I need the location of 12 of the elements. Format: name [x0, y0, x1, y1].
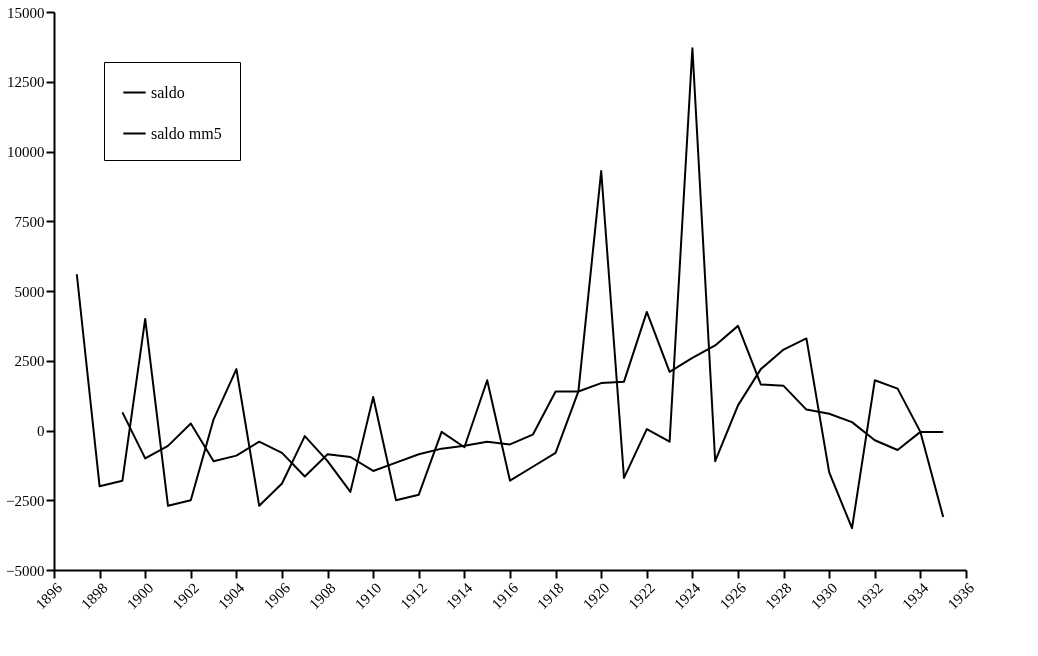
legend-label: saldo: [151, 83, 185, 101]
y-tick-label: −5000: [6, 562, 45, 579]
y-tick-label: 2500: [14, 353, 45, 370]
y-tick-label: −2500: [6, 492, 45, 509]
y-tick-label: 12500: [7, 74, 45, 91]
y-tick-label: 15000: [7, 4, 45, 21]
y-tick-label: 10000: [7, 144, 45, 160]
legend-label: saldo mm5: [151, 124, 222, 142]
line-series: [75, 47, 945, 530]
y-tick-label: 0: [37, 423, 45, 439]
y-tick-label: 5000: [14, 283, 45, 300]
y-tick-label: 7500: [14, 213, 45, 230]
